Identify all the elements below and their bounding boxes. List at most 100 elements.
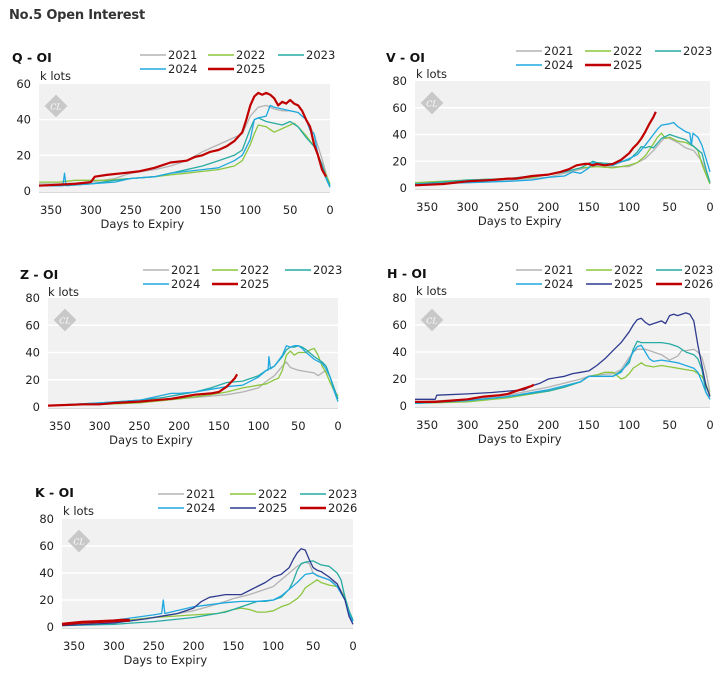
x-tick-label: 300 [89,419,111,433]
x-tick-label: 150 [578,418,600,432]
series-line-2025 [47,373,239,407]
x-tick-label: 200 [183,639,205,653]
x-axis-label: Days to Expiry [478,432,562,446]
series-line-2021 [414,348,711,403]
x-tick-label: 50 [283,203,298,217]
series-line-2023 [47,345,339,407]
y-axis-unit-label: k lots [63,504,94,518]
legend-label: 2024 [168,62,197,76]
svg-text:CL: CL [59,317,70,326]
x-tick-label: 200 [537,418,559,432]
plot-area [415,298,710,408]
x-tick-label: 150 [199,203,221,217]
series-line-2024 [414,344,711,404]
y-tick-label: 0 [33,400,40,414]
legend-item: 2021 [516,44,573,58]
x-tick-label: 50 [662,418,677,432]
legend-label: 2021 [171,263,200,277]
legend-item: 2023 [655,44,712,58]
legend-item: 2021 [158,487,215,501]
legend: 2021 2022 2023 2024 2025 [140,48,335,76]
page-title: No.5 Open Interest [9,8,145,23]
y-axis-unit-label: k lots [48,285,79,299]
x-tick-label: 250 [128,419,150,433]
series-line-2025 [38,91,327,187]
chart-title: Q - OI [12,50,52,65]
y-tick-label: 20 [392,372,407,386]
legend-label: 2021 [544,263,573,277]
legend-label: 2024 [544,58,573,72]
svg-text:CL: CL [426,100,437,109]
x-tick-label: 300 [457,200,479,214]
svg-text:CL: CL [426,317,437,326]
x-tick-label: 350 [416,200,438,214]
legend-label: 2021 [168,48,197,62]
legend-item: 2021 [140,48,197,62]
legend-item: 2024 [143,277,200,291]
legend-item: 2025 [586,277,643,291]
y-tick-label: 60 [392,318,407,332]
chart-title: Z - OI [20,267,58,282]
x-tick-label: 0 [334,419,341,433]
y-tick-label: 0 [400,181,407,195]
y-tick-label: 80 [25,291,40,305]
x-tick-label: 50 [306,639,321,653]
x-tick-label: 250 [120,203,142,217]
x-tick-label: 150 [578,200,600,214]
legend-item: 2024 [158,501,215,515]
x-tick-label: 300 [457,418,479,432]
x-tick-label: 50 [291,419,306,433]
legend-label: 2024 [544,277,573,291]
x-tick-label: 50 [662,200,677,214]
legend-item: 2022 [586,263,643,277]
legend-label: 2023 [328,487,357,501]
x-tick-label: 250 [497,200,519,214]
series-line-2025 [414,111,657,187]
legend-label: 2024 [186,501,215,515]
legend-item: 2024 [140,62,197,76]
y-tick-label: 80 [392,74,407,88]
legend-item: 2022 [585,44,642,58]
legend-label: 2022 [614,263,643,277]
chart-title: H - OI [387,266,427,281]
legend-label: 2022 [258,487,287,501]
x-tick-label: 150 [222,639,244,653]
legend-label: 2025 [240,277,269,291]
x-tick-label: 200 [160,203,182,217]
legend-label: 2022 [613,44,642,58]
legend-item: 2024 [516,277,573,291]
y-axis-unit-label: k lots [416,67,447,81]
y-tick-label: 60 [39,539,54,553]
y-tick-label: 60 [16,77,31,91]
y-axis-unit-label: k lots [40,69,71,83]
x-tick-label: 300 [80,203,102,217]
series-line-2023 [414,340,711,404]
legend: 2021 2022 2023 2024 2025 [143,263,342,291]
legend-item: 2022 [208,48,265,62]
legend-item: 2025 [230,501,287,515]
x-tick-label: 350 [63,639,85,653]
x-axis-label: Days to Expiry [478,214,562,228]
y-tick-label: 20 [16,148,31,162]
y-tick-label: 60 [392,101,407,115]
series-line-2024 [47,345,339,407]
y-tick-label: 0 [24,184,31,198]
legend-item: 2026 [656,277,713,291]
legend: 2021 2022 2023 2024 2025 2026 [158,487,357,515]
y-tick-label: 40 [392,345,407,359]
legend-item: 2023 [656,263,713,277]
legend-label: 2025 [614,277,643,291]
y-tick-label: 20 [25,373,40,387]
y-tick-label: 40 [392,128,407,142]
y-tick-label: 40 [25,346,40,360]
x-tick-label: 350 [416,418,438,432]
legend-label: 2026 [684,277,713,291]
x-tick-label: 0 [706,200,713,214]
series-line-2024 [414,121,711,185]
y-tick-label: 60 [25,318,40,332]
legend-item: 2025 [208,62,265,76]
legend-item: 2021 [516,263,573,277]
